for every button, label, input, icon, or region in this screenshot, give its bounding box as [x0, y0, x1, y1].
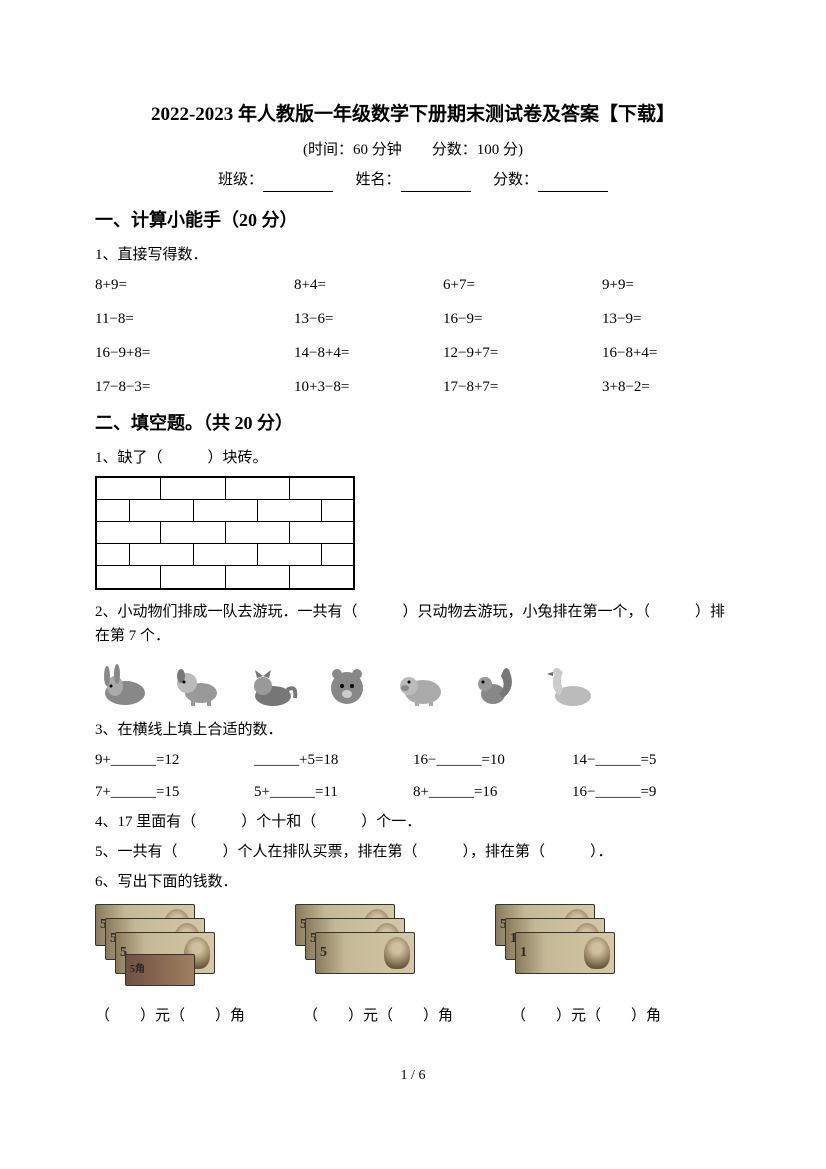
- brick: [194, 544, 258, 565]
- fill-eq: 5+______=11: [254, 780, 413, 804]
- brick: [97, 478, 161, 499]
- squirrel-icon: [465, 658, 525, 708]
- name-label: 姓名：: [355, 172, 400, 188]
- cat-icon: [243, 658, 303, 708]
- section2-header: 二、填空题。（共 20 分）: [95, 409, 731, 438]
- class-label: 班级：: [218, 172, 263, 188]
- info-row: 班级： 姓名： 分数：: [95, 168, 731, 192]
- brick: [97, 500, 130, 521]
- bill-icon: 5: [315, 932, 415, 974]
- eq: 8+9=: [95, 273, 254, 297]
- score-blank: [538, 178, 608, 192]
- bill-icon: 1: [515, 932, 615, 974]
- fill-eq: ______+5=18: [254, 748, 413, 772]
- brick: [290, 566, 353, 588]
- brick-row: [97, 500, 353, 522]
- eq: 13−6=: [254, 307, 413, 331]
- eq: 17−8−3=: [95, 375, 254, 399]
- brick: [322, 544, 354, 565]
- page-title: 2022-2023 年人教版一年级数学下册期末测试卷及答案【下载】: [95, 100, 731, 130]
- page-number: 1 / 6: [401, 1065, 426, 1087]
- eq: 16−8+4=: [572, 341, 731, 365]
- brick: [130, 544, 194, 565]
- money-labels: （ ）元（ ）角 （ ）元（ ）角 （ ）元（ ）角: [95, 1004, 731, 1028]
- eq: 16−9=: [413, 307, 572, 331]
- fill-eq: 7+______=15: [95, 780, 254, 804]
- q2-1: 1、缺了（ ）块砖。: [95, 446, 731, 470]
- eq: 10+3−8=: [254, 375, 413, 399]
- brick: [97, 544, 130, 565]
- q2-6-label: 6、写出下面的钱数．: [95, 870, 731, 894]
- eq: 6+7=: [413, 273, 572, 297]
- brick: [161, 522, 225, 543]
- eq: 11−8=: [95, 307, 254, 331]
- brick: [258, 500, 322, 521]
- fill-equation-grid: 9+______=12 ______+5=18 16−______=10 14−…: [95, 748, 731, 804]
- rabbit-icon: [95, 658, 155, 708]
- swan-icon: [539, 658, 599, 708]
- brick: [226, 478, 290, 499]
- eq: 13−9=: [572, 307, 731, 331]
- money-row: 5 5 5 5角 5 5 5 5 1 1: [95, 904, 731, 994]
- section1-header: 一、计算小能手（20 分）: [95, 206, 731, 235]
- eq: 12−9+7=: [413, 341, 572, 365]
- dog-icon: [169, 658, 229, 708]
- money-label-1: （ ）元（ ）角: [95, 1004, 255, 1028]
- money-label-2: （ ）元（ ）角: [303, 1004, 463, 1028]
- q2-3-label: 3、在横线上填上合适的数．: [95, 718, 731, 742]
- fill-eq: 8+______=16: [413, 780, 572, 804]
- brick: [161, 478, 225, 499]
- eq: 8+4=: [254, 273, 413, 297]
- fill-eq: 9+______=12: [95, 748, 254, 772]
- fill-eq: 14−______=5: [572, 748, 731, 772]
- coin-icon: 5角: [125, 954, 195, 986]
- brick-row: [97, 478, 353, 500]
- subtitle: (时间：60 分钟 分数：100 分): [95, 138, 731, 162]
- brick: [226, 522, 290, 543]
- q1-label: 1、直接写得数．: [95, 243, 731, 267]
- money-stack-1: 5 5 5 5角: [95, 904, 235, 994]
- fill-eq: 16−______=10: [413, 748, 572, 772]
- eq: 14−8+4=: [254, 341, 413, 365]
- q2-4: 4、17 里面有（ ）个十和（ ）个一．: [95, 810, 731, 834]
- eq: 3+8−2=: [572, 375, 731, 399]
- brick: [290, 478, 353, 499]
- eq: 9+9=: [572, 273, 731, 297]
- brick-row: [97, 544, 353, 566]
- brick-row: [97, 566, 353, 588]
- brick: [258, 544, 322, 565]
- eq: 17−8+7=: [413, 375, 572, 399]
- money-stack-3: 5 1 1: [495, 904, 635, 994]
- name-blank: [401, 178, 471, 192]
- fill-eq: 16−______=9: [572, 780, 731, 804]
- brick-wall: [95, 476, 355, 590]
- brick: [161, 566, 225, 588]
- brick: [97, 522, 161, 543]
- money-stack-2: 5 5 5: [295, 904, 435, 994]
- brick: [194, 500, 258, 521]
- q2-5: 5、一共有（ ）个人在排队买票，排在第（ ），排在第（ ）．: [95, 840, 731, 864]
- equation-grid: 8+9= 8+4= 6+7= 9+9= 11−8= 13−6= 16−9= 13…: [95, 273, 731, 399]
- brick: [97, 566, 161, 588]
- eq: 16−9+8=: [95, 341, 254, 365]
- brick: [290, 522, 353, 543]
- brick: [226, 566, 290, 588]
- pig-icon: [391, 658, 451, 708]
- class-blank: [263, 178, 333, 192]
- bear-icon: [317, 658, 377, 708]
- money-label-3: （ ）元（ ）角: [511, 1004, 671, 1028]
- brick: [322, 500, 354, 521]
- score-label: 分数：: [493, 172, 538, 188]
- q2-2: 2、小动物们排成一队去游玩．一共有（ ）只动物去游玩，小兔排在第一个，（ ）排在…: [95, 600, 731, 648]
- animals-row: [95, 658, 731, 708]
- brick-row: [97, 522, 353, 544]
- brick: [130, 500, 194, 521]
